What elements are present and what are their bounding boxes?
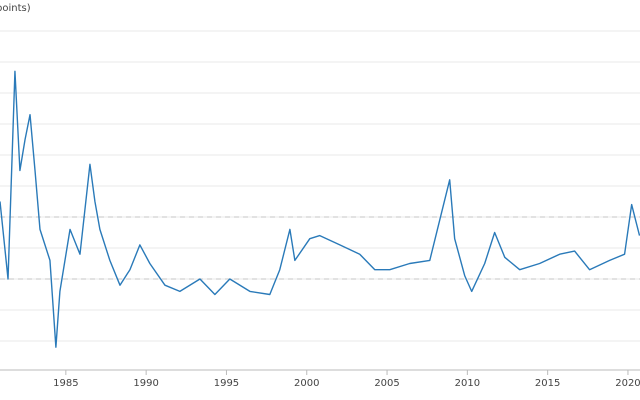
axis-unit-label: points) [0, 3, 31, 14]
x-tick-label: 2020 [615, 378, 640, 389]
x-tick-label: 2010 [455, 378, 480, 389]
data-line [0, 70, 640, 348]
x-tick-label: 2005 [374, 378, 399, 389]
x-tick-label: 1995 [214, 378, 239, 389]
x-tick-label: 2015 [535, 378, 560, 389]
x-tick-label: 2000 [294, 378, 319, 389]
x-tick-label: 1990 [133, 378, 158, 389]
x-tick-label: 1985 [53, 378, 78, 389]
